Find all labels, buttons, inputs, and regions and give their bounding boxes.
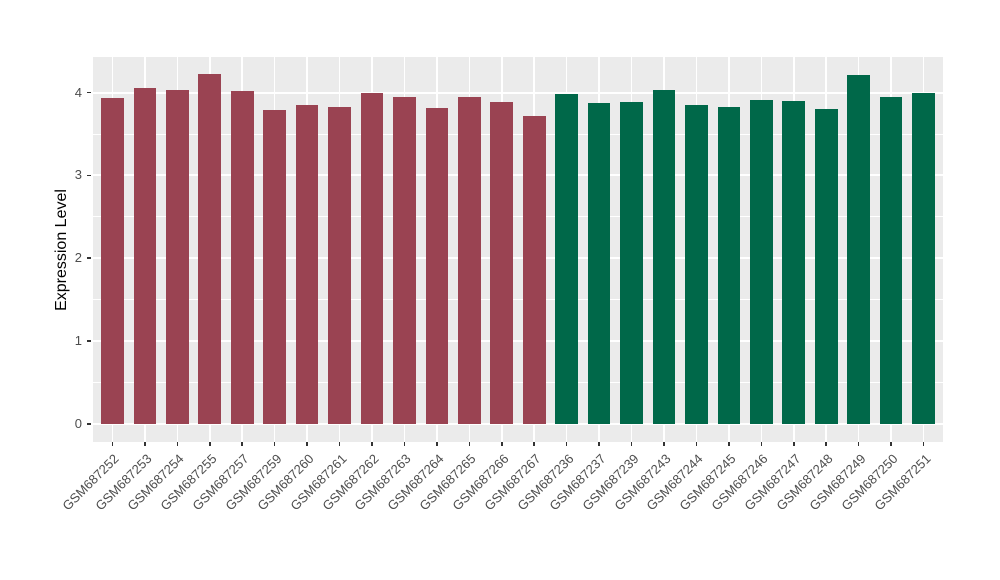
x-tick-mark	[144, 442, 146, 446]
x-tick-mark	[306, 442, 308, 446]
bar-GSM687244	[685, 105, 708, 424]
bar-GSM687246	[749, 100, 773, 424]
gridline-minor	[93, 133, 943, 135]
bar-GSM687243	[652, 90, 676, 424]
x-tick-mark	[403, 442, 406, 446]
x-tick-mark	[468, 442, 471, 446]
bar-GSM687257	[230, 90, 254, 424]
bar-GSM687250	[879, 96, 903, 424]
x-tick-mark	[890, 442, 892, 446]
bar-GSM687260	[295, 105, 319, 424]
x-tick-mark	[209, 442, 211, 446]
bar-GSM687254	[165, 90, 189, 424]
gridline-minor	[93, 216, 943, 218]
y-tick-label: 3	[74, 167, 82, 183]
bar-GSM687245	[717, 106, 741, 424]
x-tick-mark	[695, 442, 698, 446]
gridline-minor	[93, 381, 943, 383]
bar-GSM687248	[814, 109, 838, 424]
bar-GSM687261	[328, 106, 351, 424]
bar-GSM687251	[912, 93, 935, 424]
y-tick-mark	[87, 340, 91, 342]
x-tick-mark	[533, 442, 535, 446]
gridline-major	[93, 339, 943, 342]
x-tick-mark	[922, 442, 925, 446]
x-tick-mark	[663, 442, 665, 446]
x-tick-mark	[825, 442, 827, 446]
x-tick-mark	[241, 442, 243, 446]
y-tick-label: 0	[74, 415, 82, 431]
x-tick-mark	[793, 442, 795, 446]
bar-GSM687262	[360, 92, 384, 424]
x-tick-mark	[728, 442, 730, 446]
y-tick-label: 1	[74, 332, 82, 348]
bar-GSM687264	[425, 108, 449, 424]
x-tick-mark	[111, 442, 114, 446]
y-axis-title-text: Expression Level	[53, 188, 70, 311]
bar-GSM687255	[198, 74, 222, 424]
bar-GSM687237	[587, 102, 611, 424]
x-tick-mark	[857, 442, 860, 446]
gridline-major	[93, 91, 943, 94]
bar-GSM687265	[457, 96, 481, 424]
bar-GSM687259	[263, 109, 287, 424]
bar-GSM687247	[782, 100, 806, 424]
bar-GSM687249	[847, 75, 870, 424]
bar-GSM687263	[393, 96, 416, 424]
gridline-minor	[93, 299, 943, 301]
bar-GSM687267	[522, 115, 546, 424]
bar-GSM687266	[490, 101, 514, 424]
x-tick-mark	[760, 442, 763, 446]
x-tick-mark	[436, 442, 438, 446]
x-tick-mark	[501, 442, 503, 446]
x-tick-mark	[630, 442, 633, 446]
x-tick-mark	[598, 442, 600, 446]
plot-panel	[93, 57, 943, 442]
x-tick-mark	[176, 442, 179, 446]
bar-GSM687252	[101, 98, 124, 424]
x-tick-mark	[565, 442, 568, 446]
y-tick-mark	[87, 91, 91, 94]
y-tick-mark	[87, 423, 91, 425]
gridline-major	[93, 174, 943, 177]
y-tick-label: 2	[74, 250, 82, 266]
x-tick-mark	[371, 442, 373, 446]
gridline-major	[93, 257, 943, 260]
bar-GSM687239	[620, 101, 643, 424]
y-axis-title: Expression Level	[52, 57, 72, 442]
y-tick-mark	[87, 174, 91, 177]
bar-GSM687253	[133, 88, 157, 424]
gridline-major	[93, 422, 943, 425]
bar-GSM687236	[555, 94, 578, 424]
x-tick-mark	[338, 442, 341, 446]
x-tick-mark	[273, 442, 276, 446]
y-tick-label: 4	[74, 84, 82, 100]
y-tick-mark	[87, 257, 91, 259]
